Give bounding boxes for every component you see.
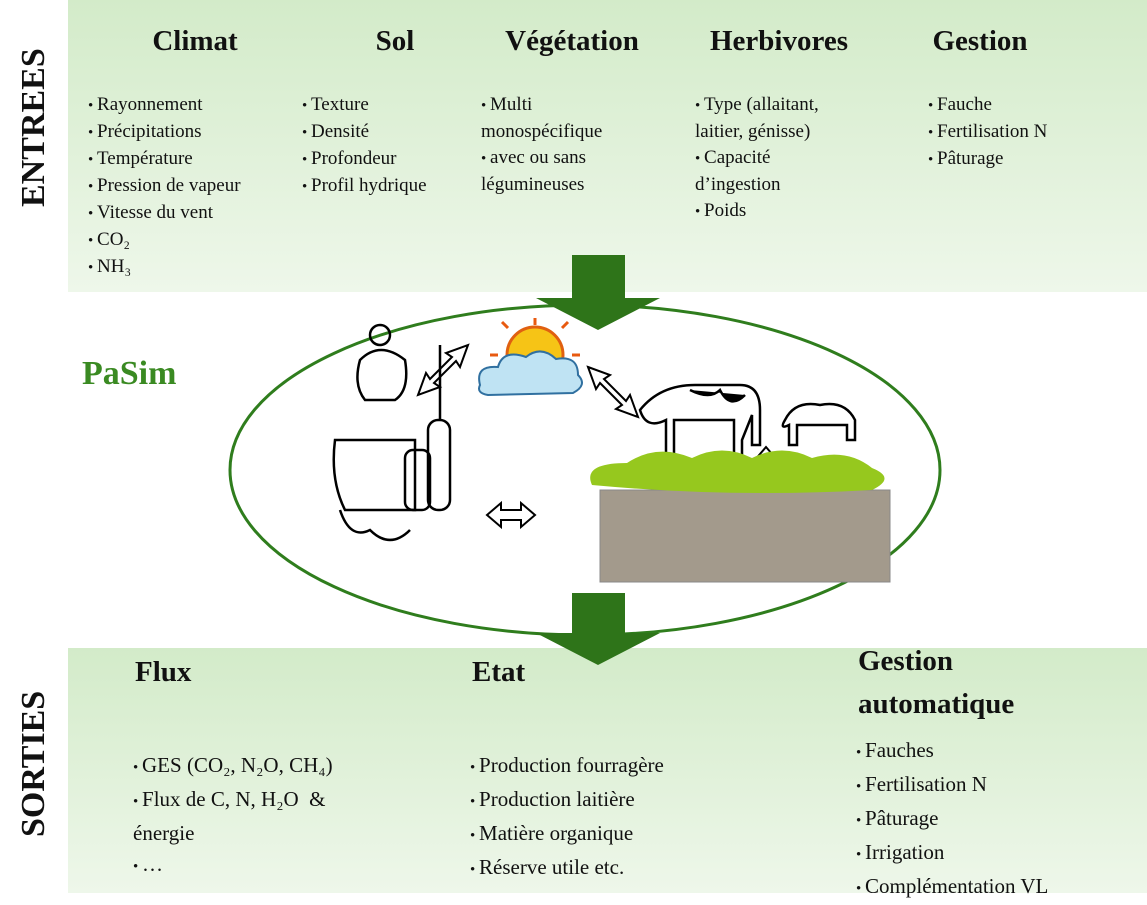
bullet-item: Pression de vapeur <box>88 173 241 200</box>
column-title: Flux <box>135 656 191 689</box>
bullet-item: Précipitations <box>88 119 241 146</box>
bullet-list: Type (allaitant,laitier, génisse)Capacit… <box>695 92 819 225</box>
bullet-item: NH₃ <box>88 254 241 281</box>
grass <box>590 451 884 494</box>
bullet-item: Profil hydrique <box>302 173 427 200</box>
tractor <box>334 325 450 540</box>
item-line: Température <box>88 146 241 173</box>
item-line: Fauche <box>928 92 1047 119</box>
item-line: laitier, génisse) <box>695 119 819 145</box>
column-title: Herbivores <box>710 25 848 58</box>
bullet-item: Fauche <box>928 92 1047 119</box>
bullet-item: Fauches <box>856 735 1048 769</box>
item-line: avec ou sans <box>481 145 602 172</box>
bullet-item: Complémentation VL <box>856 871 1048 905</box>
bullet-item: Profondeur <box>302 146 427 173</box>
item-line: … <box>133 849 333 883</box>
bullet-list: RayonnementPrécipitationsTempératurePres… <box>88 92 241 281</box>
bullet-list: FauchesFertilisation NPâturageIrrigation… <box>856 735 1048 905</box>
bullet-item: … <box>133 849 333 883</box>
bullet-item: Irrigation <box>856 837 1048 871</box>
item-line: légumineuses <box>481 172 602 198</box>
bullet-list: GES (CO₂, N₂O, CH₄)Flux de C, N, H₂O &én… <box>133 750 333 883</box>
item-line: Précipitations <box>88 119 241 146</box>
bullet-item: Réserve utile etc. <box>470 852 664 886</box>
bullet-item: GES (CO₂, N₂O, CH₄) <box>133 750 333 784</box>
output-arrow <box>536 593 660 665</box>
bullet-list: Multimonospécifiqueavec ou sanslégumineu… <box>481 92 602 198</box>
item-line: Fertilisation N <box>856 769 1048 803</box>
item-line: Rayonnement <box>88 92 241 119</box>
column-title: Etat <box>472 656 525 689</box>
column-title: Végétation <box>505 25 639 58</box>
bullet-item: Texture <box>302 92 427 119</box>
bullet-item: Type (allaitant,laitier, génisse) <box>695 92 819 145</box>
item-line: Fauches <box>856 735 1048 769</box>
item-line: Densité <box>302 119 427 146</box>
item-line: Pâturage <box>928 146 1047 173</box>
item-line: Poids <box>695 198 819 225</box>
item-line: GES (CO₂, N₂O, CH₄) <box>133 750 333 784</box>
bullet-item: Fertilisation N <box>928 119 1047 146</box>
item-line: Flux de C, N, H₂O & <box>133 784 333 818</box>
item-line: d’ingestion <box>695 172 819 198</box>
item-line: Multi <box>481 92 602 119</box>
bullet-list: FaucheFertilisation NPâturage <box>928 92 1047 173</box>
column-title: Gestion automatique <box>858 640 1088 726</box>
bullet-item: CO₂ <box>88 227 241 254</box>
bullet-item: Matière organique <box>470 818 664 852</box>
item-line: Fertilisation N <box>928 119 1047 146</box>
bullet-item: Densité <box>302 119 427 146</box>
item-line: Production laitière <box>470 784 664 818</box>
inputs-label: ENTREES <box>15 67 53 207</box>
item-line: Type (allaitant, <box>695 92 819 119</box>
page: PaSim ENTREES SORTIES ClimatRayonnementP… <box>0 0 1147 893</box>
item-line: Texture <box>302 92 427 119</box>
item-line: Irrigation <box>856 837 1048 871</box>
outputs-label: SORTIES <box>15 697 53 837</box>
bullet-item: Flux de C, N, H₂O &énergie <box>133 784 333 849</box>
column-title: Sol <box>376 25 415 58</box>
item-line: CO₂ <box>88 227 241 254</box>
item-line: Vitesse du vent <box>88 200 241 227</box>
item-line: Production fourragère <box>470 750 664 784</box>
item-line: Capacité <box>695 145 819 172</box>
item-line: Matière organique <box>470 818 664 852</box>
bullet-item: Vitesse du vent <box>88 200 241 227</box>
item-line: Complémentation VL <box>856 871 1048 905</box>
item-line: monospécifique <box>481 119 602 145</box>
bullet-list: TextureDensitéProfondeurProfil hydrique <box>302 92 427 200</box>
model-label: PaSim <box>82 355 176 393</box>
item-line: NH₃ <box>88 254 241 281</box>
column-title: Climat <box>152 25 237 58</box>
bullet-item: Production fourragère <box>470 750 664 784</box>
bullet-list: Production fourragèreProduction laitière… <box>470 750 664 886</box>
item-line: énergie <box>133 818 333 849</box>
bullet-item: Fertilisation N <box>856 769 1048 803</box>
item-line: Pâturage <box>856 803 1048 837</box>
input-arrow <box>536 255 660 330</box>
bullet-item: Production laitière <box>470 784 664 818</box>
bullet-item: Poids <box>695 198 819 225</box>
bullet-item: Température <box>88 146 241 173</box>
sun <box>479 318 582 395</box>
item-line: Profondeur <box>302 146 427 173</box>
soil <box>600 490 890 582</box>
column-title: Gestion <box>932 25 1027 58</box>
item-line: Réserve utile etc. <box>470 852 664 886</box>
item-line: Pression de vapeur <box>88 173 241 200</box>
bullet-item: Pâturage <box>928 146 1047 173</box>
bullet-item: Rayonnement <box>88 92 241 119</box>
cow <box>640 385 855 460</box>
item-line: Profil hydrique <box>302 173 427 200</box>
bullet-item: Pâturage <box>856 803 1048 837</box>
